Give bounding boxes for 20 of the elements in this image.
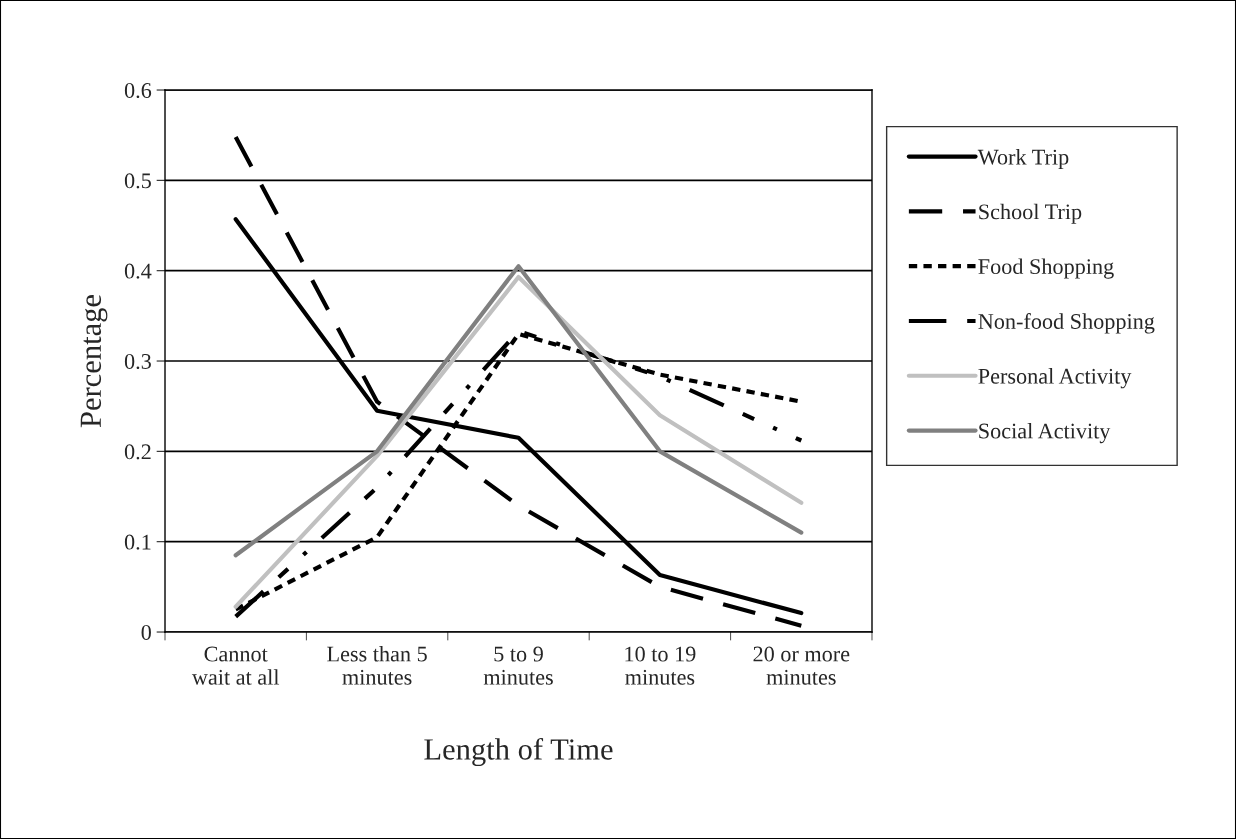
legend-label: Personal Activity [978, 368, 1132, 389]
y-tick-label: 0.3 [124, 353, 151, 370]
x-tick-label: Cannot wait at all [191, 646, 280, 685]
y-tick-label: 0.4 [124, 263, 152, 279]
x-axis-title: Length of Time [424, 737, 613, 767]
x-tick-label: 20 or more minutes [753, 646, 850, 685]
y-tick-label: 0.2 [124, 444, 151, 460]
y-tick-label: 0 [141, 624, 151, 640]
legend-label: Social Activity [979, 422, 1111, 444]
y-tick-label: 0.6 [124, 82, 152, 99]
legend-label: Non-food Shopping [978, 313, 1155, 334]
legend-label: Food Shopping [978, 258, 1114, 279]
legend-label: Work Trip [977, 148, 1069, 170]
legend-label: School Trip [979, 203, 1082, 224]
x-tick-label: 5 to 9 minutes [483, 646, 553, 685]
y-tick-label: 0.1 [124, 534, 151, 550]
x-tick-label: 10 to 19 minutes [625, 646, 696, 685]
y-tick-label: 0.5 [124, 173, 151, 189]
y-axis-title: Percentage [80, 295, 108, 428]
x-tick-label: Less than 5 minutes [327, 645, 427, 685]
